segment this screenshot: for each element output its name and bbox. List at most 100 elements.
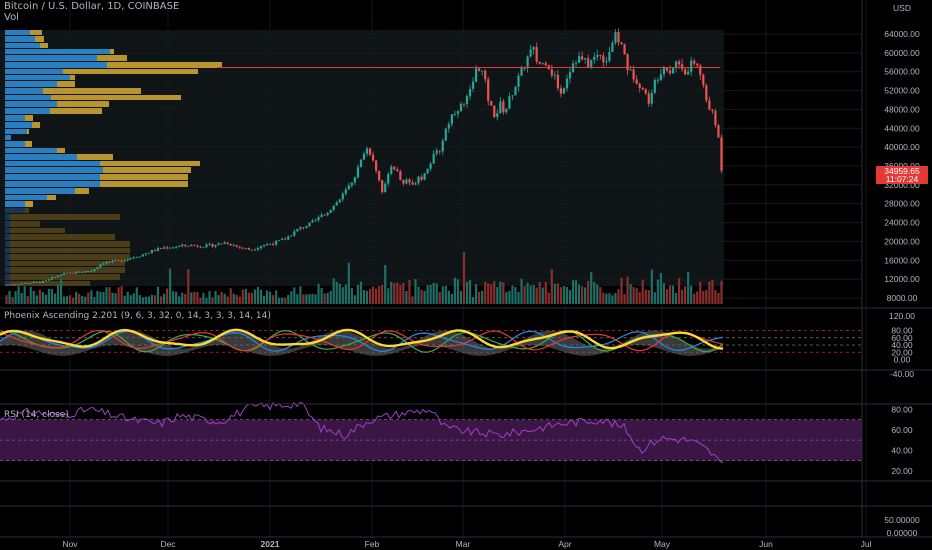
candle-body: [326, 212, 329, 216]
candle-body: [14, 284, 17, 286]
volume-bar: [717, 292, 720, 304]
candle-body: [250, 249, 254, 251]
candle-body: [617, 32, 620, 43]
vp-bar-gold: [10, 214, 120, 220]
vp-bar-blue: [5, 148, 57, 153]
volume-bar: [41, 292, 44, 304]
candle-body: [20, 283, 23, 285]
volume-bar: [50, 289, 54, 304]
candle-body: [275, 240, 278, 245]
candle-body: [399, 171, 402, 180]
candle-body: [8, 284, 11, 286]
volume-bar: [341, 287, 344, 304]
candle-body: [365, 148, 369, 154]
volume-bar: [426, 285, 429, 304]
vp-bar-blue: [5, 49, 110, 54]
vp-bar-gold: [10, 248, 130, 253]
volume-bar: [278, 297, 281, 304]
volume-bar: [487, 283, 490, 304]
volume-bar: [420, 289, 423, 304]
candle-body: [641, 87, 644, 90]
candle-body: [96, 267, 99, 269]
candle-body: [544, 63, 547, 66]
rsi-tick-label: 80.00: [891, 404, 913, 414]
candle-body: [317, 217, 320, 221]
candle-body: [132, 257, 135, 259]
volume-bar: [384, 264, 387, 304]
phoenix-label: Phoenix Ascending 2.201 (9, 6, 3, 32, 0,…: [4, 311, 271, 321]
candle-body: [62, 273, 66, 275]
y-tick-label: 64000.00: [884, 29, 920, 39]
volume-bar: [175, 291, 178, 304]
volume-bar: [529, 285, 532, 304]
volume-bar: [568, 289, 572, 304]
vp-bar-gold: [97, 55, 127, 61]
candle-body: [529, 49, 532, 57]
volume-bar: [75, 292, 78, 304]
rsi-tick-label: 40.00: [891, 445, 913, 455]
vp-bar-gold: [10, 281, 90, 286]
volume-bar: [308, 294, 311, 304]
vp-bar-gold: [40, 43, 48, 48]
volume-bar: [72, 297, 75, 304]
volume-bar: [587, 281, 590, 304]
vp-bar-blue: [5, 36, 35, 42]
y-axis: 64000.00 60000.00 56000.00 52000.00 48000.00…: [884, 29, 920, 538]
candle-body: [238, 246, 241, 248]
vp-bar-gold: [110, 49, 114, 54]
candle-body: [459, 103, 463, 112]
candle-body: [484, 70, 487, 80]
volume-bar: [559, 287, 563, 304]
vp-bar-blue: [5, 108, 50, 114]
vp-bar-gold: [75, 188, 89, 194]
y-tick-label: 48000.00: [884, 104, 920, 114]
y-tick-label: 8000.00: [887, 293, 918, 303]
volume-bar: [478, 291, 481, 304]
candle-body: [681, 64, 684, 70]
volume-bar: [605, 293, 608, 304]
candle-body: [178, 245, 181, 248]
candle-body: [647, 93, 650, 104]
volume-bar: [241, 289, 244, 304]
volume-bar: [423, 290, 426, 304]
candle-body: [156, 248, 160, 251]
vp-bar-blue: [5, 195, 47, 200]
volume-bar: [220, 292, 223, 304]
volume-bar: [335, 281, 338, 304]
volume-bar: [247, 292, 250, 304]
volume-bar: [556, 283, 559, 304]
candle-body: [320, 214, 323, 218]
y-tick-label: 28000.00: [884, 199, 920, 209]
volume-bar: [705, 289, 708, 304]
rsi-tick-label: 60.00: [891, 425, 913, 435]
volume-bar: [481, 290, 484, 304]
candle-body: [381, 180, 384, 193]
candle-body: [635, 79, 638, 84]
volume-bar: [190, 292, 193, 304]
volume-bar: [268, 291, 272, 304]
candle-body: [208, 243, 211, 245]
volume-bar: [596, 284, 599, 304]
candles[interactable]: [5, 28, 723, 286]
vp-bar-blue: [5, 30, 30, 35]
volume-bar: [632, 287, 635, 304]
candle-body: [478, 68, 481, 71]
volume-bar: [526, 282, 529, 304]
candle-body: [214, 245, 217, 247]
volume-bar: [681, 289, 684, 304]
volume-bar: [181, 292, 184, 304]
candle-body: [329, 209, 332, 213]
candle-body: [508, 96, 511, 109]
volume-bar: [20, 292, 23, 304]
candle-body: [717, 125, 720, 138]
candle-body: [465, 96, 469, 105]
volume-bar: [320, 287, 323, 304]
volume-bar: [684, 286, 687, 304]
candle-body: [135, 257, 138, 258]
volume-bar: [565, 286, 569, 304]
volume-bar: [378, 286, 381, 304]
candle-body: [150, 249, 154, 254]
candle-body: [114, 260, 117, 262]
volume-bar: [535, 287, 538, 304]
